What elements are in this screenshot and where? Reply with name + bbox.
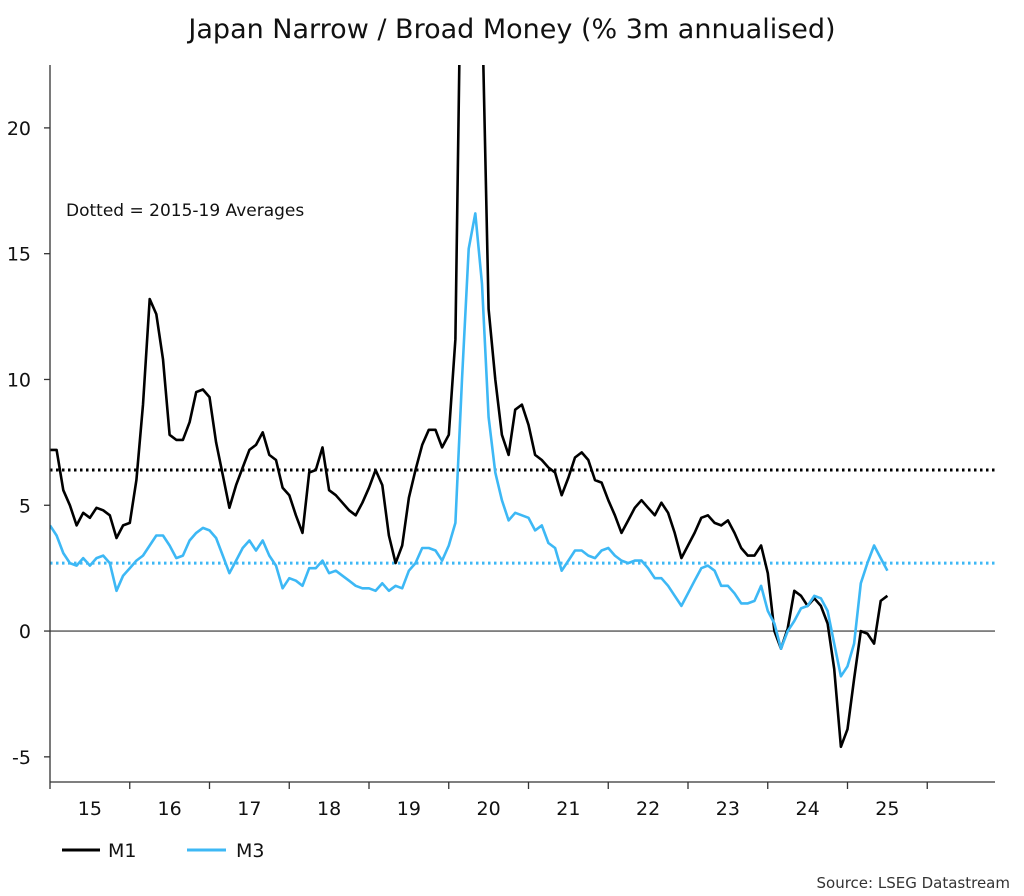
y-tick-label: 5 <box>19 495 31 517</box>
x-tick-label: 25 <box>875 798 899 820</box>
y-tick-label: 0 <box>19 621 31 643</box>
x-tick-label: 22 <box>636 798 660 820</box>
source-note: Source: LSEG Datastream <box>817 874 1010 892</box>
x-tick-label: 20 <box>477 798 501 820</box>
reference-lines <box>50 468 995 632</box>
legend: M1 M3 <box>62 840 264 862</box>
x-tick-label: 23 <box>716 798 740 820</box>
y-tick-label: 20 <box>7 118 31 140</box>
series-line-m3 <box>50 212 889 678</box>
y-tick-label: 15 <box>7 244 31 266</box>
annotation-averages: Dotted = 2015-19 Averages <box>66 201 304 221</box>
legend-label-m3: M3 <box>236 840 264 862</box>
x-tick-label: 19 <box>397 798 421 820</box>
x-tick-label: 17 <box>237 798 261 820</box>
y-axis: -5 0 5 10 15 20 <box>7 118 50 769</box>
legend-label-m1: M1 <box>108 840 136 862</box>
x-axis: 15 16 17 18 19 20 21 22 23 24 25 <box>49 782 928 820</box>
x-tick-label: 16 <box>158 798 182 820</box>
x-tick-label: 21 <box>556 798 580 820</box>
x-tick-label: 24 <box>796 798 820 820</box>
chart-title: Japan Narrow / Broad Money (% 3m annuali… <box>186 14 835 45</box>
series-lines <box>50 65 889 749</box>
y-tick-label: 10 <box>7 369 31 391</box>
y-tick-label: -5 <box>12 747 31 769</box>
x-tick-label: 15 <box>78 798 102 820</box>
series-line-m1 <box>50 65 889 749</box>
x-tick-label: 18 <box>317 798 341 820</box>
